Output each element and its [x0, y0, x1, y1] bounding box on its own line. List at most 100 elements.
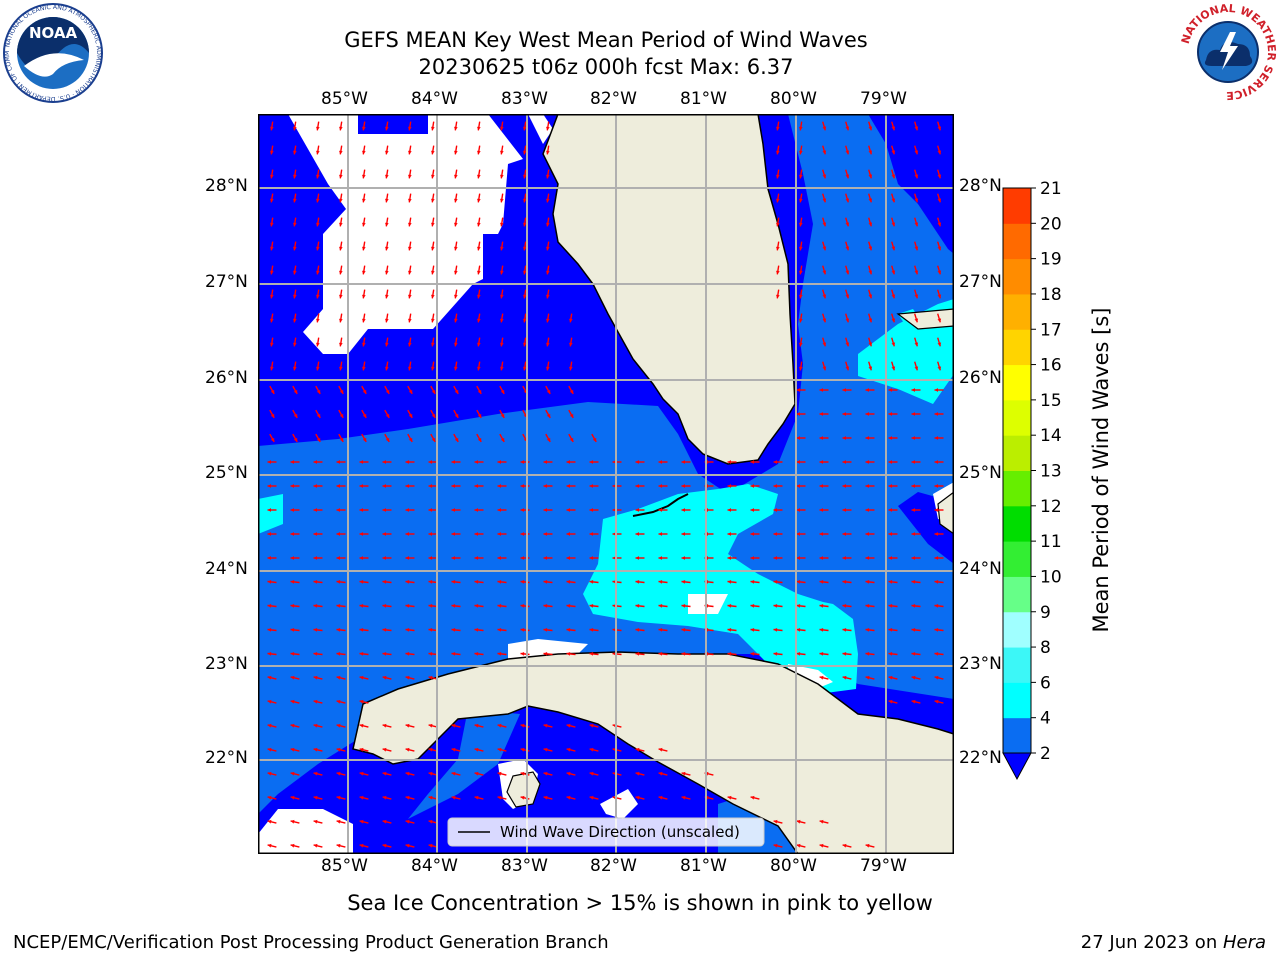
- wave-arrow-head: [799, 222, 803, 227]
- wave-arrow-head: [520, 771, 525, 776]
- wave-arrow-head: [543, 747, 548, 752]
- wave-arrow-head: [750, 628, 755, 632]
- wave-arrow-head: [270, 270, 274, 275]
- lon-label-top-79w: 79°W: [860, 89, 907, 109]
- wave-arrow-head: [270, 246, 274, 251]
- wave-arrow-head: [428, 723, 433, 728]
- wave-arrow-head: [842, 412, 846, 416]
- wave-arrow-head: [431, 342, 435, 347]
- wave-arrow-head: [635, 628, 640, 632]
- map-legend: Wind Wave Direction (unscaled): [447, 817, 765, 847]
- wave-arrow-head: [500, 270, 504, 275]
- wave-arrow-head: [868, 126, 873, 131]
- wave-arrow-head: [773, 628, 778, 632]
- wave-arrow-head: [359, 699, 364, 704]
- wave-arrow-head: [405, 484, 409, 488]
- wave-arrow-head: [523, 174, 527, 179]
- wave-arrow-head: [845, 246, 850, 251]
- wave-arrow-head: [359, 460, 363, 464]
- wave-arrow-head: [428, 556, 432, 560]
- wave-arrow-head: [474, 580, 479, 584]
- wave-arrow-head: [405, 556, 409, 560]
- wave-arrow-head: [428, 580, 433, 584]
- wave-arrow-head: [566, 460, 570, 464]
- colorbar-segment: [1003, 258, 1031, 295]
- wave-arrow-head: [589, 795, 594, 800]
- wave-arrow-head: [914, 126, 919, 131]
- wave-arrow-head: [681, 580, 686, 584]
- wave-arrow-head: [267, 819, 272, 824]
- wave-arrow-head: [891, 150, 896, 155]
- wave-arrow-head: [497, 460, 501, 464]
- wave-arrow-head: [842, 484, 846, 488]
- wave-arrow-head: [819, 460, 823, 464]
- wave-arrow-head: [566, 556, 570, 560]
- wave-arrow-head: [914, 198, 919, 203]
- wave-arrow-head: [543, 604, 548, 608]
- wave-arrow-head: [796, 843, 801, 848]
- wave-arrow-head: [773, 532, 777, 536]
- wave-arrow-head: [339, 198, 343, 203]
- wave-arrow-head: [727, 460, 731, 464]
- wave-arrow-head: [891, 198, 896, 203]
- wave-arrow-head: [796, 412, 800, 416]
- wave-arrow-head: [681, 795, 686, 800]
- wave-arrow-head: [727, 484, 731, 488]
- wave-arrow-head: [382, 532, 386, 536]
- wave-arrow-head: [451, 795, 456, 800]
- wave-arrow-head: [336, 556, 340, 560]
- wave-arrow-head: [934, 556, 938, 560]
- wave-arrow-head: [658, 747, 663, 752]
- wave-arrow-head: [474, 795, 479, 800]
- wave-arrow-head: [339, 222, 343, 227]
- wave-arrow-head: [474, 532, 478, 536]
- colorbar-tick-label: 6: [1040, 673, 1051, 693]
- wave-arrow-head: [635, 460, 639, 464]
- wave-arrow-head: [635, 604, 640, 608]
- wave-arrow-head: [888, 436, 892, 440]
- wave-arrow-head: [500, 389, 505, 394]
- wave-arrow-head: [362, 126, 366, 131]
- wave-arrow-head: [865, 580, 870, 584]
- wave-arrow-head: [934, 412, 938, 416]
- wave-arrow-head: [589, 723, 594, 728]
- wave-arrow-head: [937, 318, 942, 323]
- wave-arrow-head: [431, 174, 435, 179]
- wave-arrow-head: [520, 532, 524, 536]
- wave-arrow-head: [339, 126, 343, 131]
- wave-arrow-head: [842, 532, 846, 536]
- wave-arrow-head: [454, 270, 458, 275]
- wave-arrow-head: [316, 174, 320, 179]
- wave-arrow-head: [290, 580, 295, 584]
- wave-arrow-head: [313, 460, 317, 464]
- land-cuba: [352, 651, 954, 854]
- wave-arrow-head: [454, 413, 459, 418]
- wave-arrow-head: [477, 413, 482, 418]
- colorbar-tick-label: 4: [1040, 709, 1051, 729]
- wave-arrow-head: [822, 318, 827, 323]
- land-bahamas: [937, 491, 954, 535]
- wave-arrow-head: [293, 246, 297, 251]
- nws-logo: NATIONAL WEATHER SERVICE: [1179, 2, 1278, 102]
- wave-arrow-head: [934, 460, 938, 464]
- wave-arrow-head: [911, 604, 916, 608]
- wave-arrow-head: [359, 508, 363, 512]
- colorbar: 2 4 6 8 9 10 11 12 13 14 15 16 17 18 19 20 21 Mean Perio…: [1002, 179, 1113, 781]
- wave-arrow-head: [267, 771, 272, 776]
- wave-arrow-head: [914, 366, 919, 371]
- wave-arrow-head: [546, 270, 550, 275]
- wave-arrow-head: [293, 126, 297, 131]
- wave-arrow-head: [868, 270, 873, 275]
- footer-branch: NCEP/EMC/Verification Post Processing Pr…: [13, 932, 609, 953]
- wave-arrow-head: [408, 294, 412, 299]
- wave-arrow-head: [888, 556, 892, 560]
- wave-arrow-head: [865, 675, 870, 680]
- wave-arrow-head: [914, 318, 919, 323]
- wave-arrow-head: [477, 294, 481, 299]
- wave-arrow-head: [477, 198, 481, 203]
- wave-arrow-head: [520, 508, 524, 512]
- wave-arrow-head: [339, 437, 344, 442]
- wave-arrow-head: [293, 270, 297, 275]
- wave-arrow-head: [339, 174, 343, 179]
- lon-label-top-84w: 84°W: [411, 89, 458, 109]
